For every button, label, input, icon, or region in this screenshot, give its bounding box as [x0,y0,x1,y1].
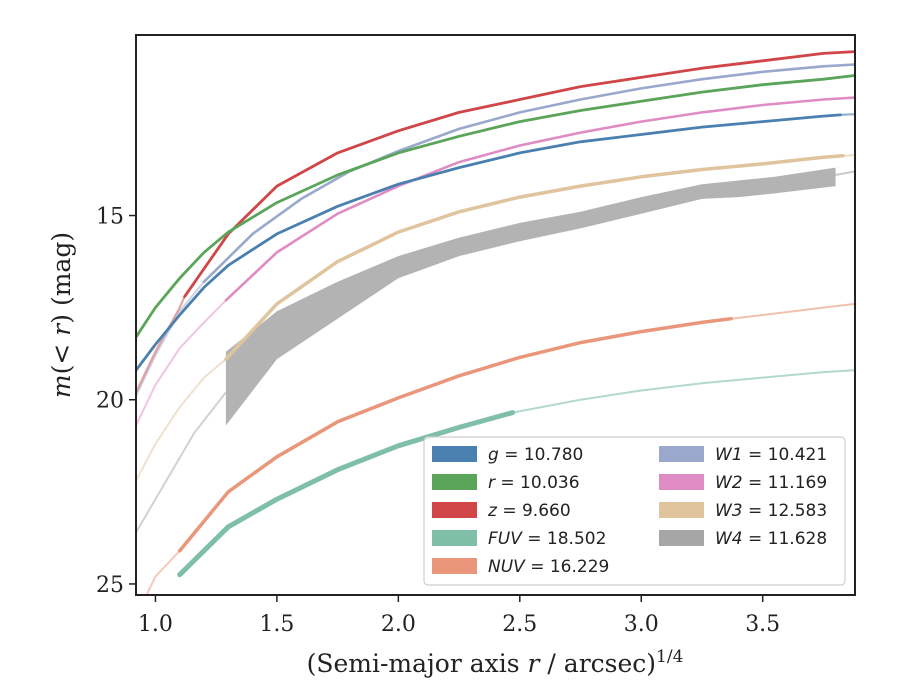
series-FUV-tail [512,369,855,414]
series-z-main [183,50,855,299]
series-W1-inner [136,281,205,397]
series-W4 [136,167,855,533]
legend-entry: W1 = 10.421 [659,445,827,465]
legend-label: r = 10.036 [488,473,580,493]
legend-entry: W3 = 12.583 [659,501,827,521]
legend-swatch [432,474,477,490]
legend-swatch [659,474,704,490]
x-tick-label: 2.0 [381,612,416,637]
plot-frame [135,34,856,596]
ticks-layer: 1.0 1.5 2.0 2.5 3.0 3.5 15 20 25 [96,205,780,637]
legend-entry: FUV = 18.502 [432,529,606,549]
legend-frame [423,436,846,586]
legend-label: W1 = 10.421 [715,445,827,465]
legend-swatch [432,530,477,546]
series-W4-tail [835,170,855,176]
series-NUV-main [177,316,733,553]
legend-items: g = 10.780 r = 10.036 z = 9.660 FUV = 18.50… [432,445,827,577]
legend-entry: g = 10.780 [432,445,583,465]
series-W3-main [224,154,845,361]
legend-swatch [659,446,704,462]
legend-entry: z = 9.660 [432,501,571,521]
legend: g = 10.780 r = 10.036 z = 9.660 FUV = 18.50… [423,436,846,586]
legend-label: W4 = 11.628 [715,529,827,549]
x-tick-label: 1.0 [138,612,173,637]
series-W2-inner [136,299,227,426]
y-axis-title: m(< r) (mag) [47,232,76,398]
series-W3-inner [136,358,227,482]
series-r [136,74,855,339]
series-g-main [136,113,842,372]
legend-swatch [659,530,704,546]
legend-label: g = 10.780 [488,445,583,465]
legend-label: FUV = 18.502 [488,529,606,549]
series-NUV-inner [145,550,181,595]
y-tick-label: 15 [96,205,124,230]
series-g [136,113,855,372]
series-FUV-main [177,410,515,578]
x-tick-label: 2.5 [502,612,537,637]
legend-label: z = 9.660 [487,501,571,521]
series-W3-tail [842,154,855,157]
series-layer [136,50,855,595]
legend-label: W2 = 11.169 [715,473,827,493]
series-W2 [136,96,855,426]
series-W1 [136,63,855,397]
x-tick-label: 3.5 [745,612,780,637]
legend-swatch [432,502,477,518]
series-NUV-tail [730,302,855,320]
legend-entry: W4 = 11.628 [659,529,827,549]
series-W2-main [224,96,855,302]
legend-swatch [659,502,704,518]
legend-label: NUV = 16.229 [488,557,609,577]
series-W1-main [202,63,855,284]
series-FUV [177,369,855,578]
series-W3 [136,154,855,482]
series-W4-band [225,167,836,426]
x-tick-label: 1.5 [259,612,294,637]
series-r-main [136,74,855,339]
legend-entry: W2 = 11.169 [659,473,827,493]
x-axis-title: (Semi-major axis r / arcsec)1/4 [307,647,684,678]
series-W4-inner [136,391,227,533]
series-NUV [145,302,855,595]
legend-label: W3 = 12.583 [715,501,827,521]
legend-swatch [432,558,477,574]
legend-entry: r = 10.036 [432,473,580,493]
x-tick-label: 3.0 [624,612,659,637]
y-tick-label: 25 [96,573,124,598]
legend-swatch [432,446,477,462]
y-tick-label: 20 [96,389,124,414]
legend-entry: NUV = 16.229 [432,557,609,577]
series-g-tail [840,113,855,116]
